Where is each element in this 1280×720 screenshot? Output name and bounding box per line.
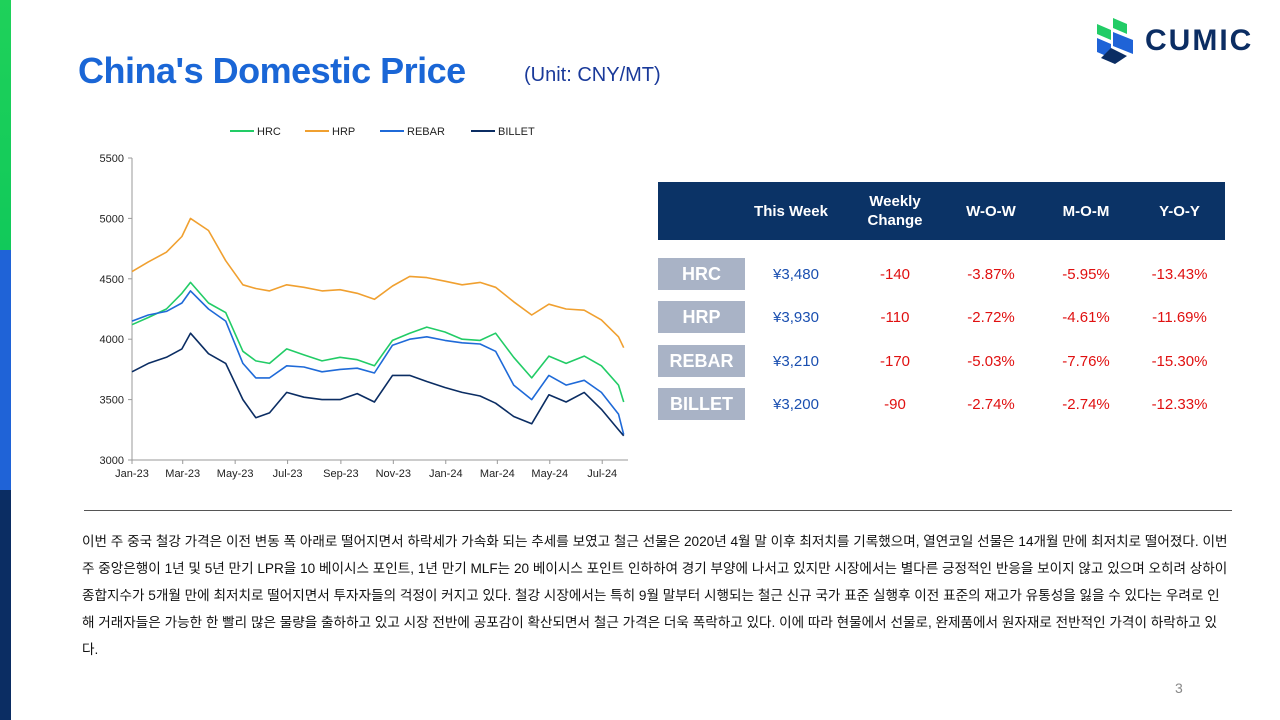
row-label-rebar: REBAR [658, 345, 745, 377]
logo-text: CUMIC [1145, 24, 1254, 57]
y-tick-label: 4000 [100, 334, 124, 346]
cell-mom: -2.74% [1062, 395, 1110, 413]
y-tick-label: 5500 [100, 153, 124, 165]
commentary-paragraph: 이번 주 중국 철강 가격은 이전 변동 폭 아래로 떨어지면서 하락세가 가속… [82, 534, 1228, 657]
series-line-rebar [131, 290, 625, 435]
cell-yoy: -15.30% [1151, 352, 1208, 370]
cell-yoy: -11.69% [1152, 308, 1207, 326]
cell-yoy: -13.43% [1151, 265, 1208, 283]
x-tick-label: Jul-23 [273, 468, 303, 480]
cell-wow: -3.87% [967, 265, 1015, 283]
logo: CUMIC [1097, 18, 1253, 64]
table-row: HRC ¥3,480 -140 -3.87% -5.95% -13.43% [658, 258, 1225, 290]
header-yoy: Y-O-Y [1159, 202, 1200, 220]
header-wow: W-O-W [966, 202, 1016, 220]
x-tick-label: Mar-24 [480, 468, 515, 480]
row-label-hrp: HRP [658, 301, 745, 333]
cell-this-week: ¥3,480 [773, 265, 819, 283]
cell-weekly-change: -90 [884, 395, 906, 413]
cell-wow: -2.74% [967, 395, 1015, 413]
table-row: REBAR ¥3,210 -170 -5.03% -7.76% -15.30% [658, 345, 1225, 377]
series-line-hrp [131, 217, 625, 349]
table-row: BILLET ¥3,200 -90 -2.74% -2.74% -12.33% [658, 388, 1225, 420]
x-tick-label: Nov-23 [376, 468, 411, 480]
table-header: This Week Weekly Change W-O-W M-O-M Y-O-… [658, 182, 1225, 240]
legend-label-hrc: HRC [257, 126, 281, 138]
header-mom: M-O-M [1062, 202, 1110, 220]
price-line-chart: 3000 3500 4000 4500 5000 5500 Jan-23 Mar-23 May-… [100, 126, 628, 480]
header-weekly-change: Weekly Change [867, 193, 923, 229]
legend-label-hrp: HRP [332, 126, 355, 138]
legend-label-billet: BILLET [498, 126, 535, 138]
side-bar-green [0, 0, 11, 250]
x-tick-label: May-23 [217, 468, 254, 480]
cell-this-week: ¥3,200 [773, 395, 819, 413]
row-label-billet: BILLET [658, 388, 745, 420]
x-tick-label: Jul-24 [587, 468, 617, 480]
series-line-billet [131, 332, 625, 437]
cell-wow: -2.72% [967, 308, 1015, 326]
series-line-hrc [131, 281, 625, 403]
legend-label-rebar: REBAR [407, 126, 445, 138]
x-tick-label: May-24 [531, 468, 568, 480]
cell-this-week: ¥3,930 [773, 308, 819, 326]
side-bar-navy [0, 490, 11, 720]
cell-yoy: -12.33% [1151, 395, 1208, 413]
cell-mom: -5.95% [1062, 265, 1110, 283]
y-tick-label: 3000 [100, 455, 124, 467]
cell-mom: -7.76% [1062, 352, 1110, 370]
cumic-logo-icon [1097, 18, 1133, 64]
cell-weekly-change: -110 [880, 308, 910, 326]
row-label-hrc: HRC [658, 258, 745, 290]
y-tick-label: 4500 [100, 274, 124, 286]
cell-weekly-change: -170 [879, 352, 911, 370]
cell-mom: -4.61% [1062, 308, 1110, 326]
y-tick-label: 5000 [100, 213, 124, 225]
y-tick-label: 3500 [100, 395, 124, 407]
cell-this-week: ¥3,210 [773, 352, 819, 370]
x-tick-label: Jan-23 [115, 468, 149, 480]
unit-label: (Unit: CNY/MT) [524, 64, 661, 86]
x-tick-label: Sep-23 [323, 468, 358, 480]
x-tick-label: Jan-24 [429, 468, 463, 480]
header-this-week: This Week [754, 202, 828, 220]
page-number: 3 [1175, 680, 1183, 696]
section-divider [84, 510, 1232, 511]
table-row: HRP ¥3,930 -110 -2.72% -4.61% -11.69% [658, 301, 1225, 333]
cell-weekly-change: -140 [879, 265, 911, 283]
page-title: China's Domestic Price [78, 50, 466, 91]
cell-wow: -5.03% [967, 352, 1015, 370]
side-bar-blue [0, 250, 11, 490]
x-tick-label: Mar-23 [165, 468, 200, 480]
